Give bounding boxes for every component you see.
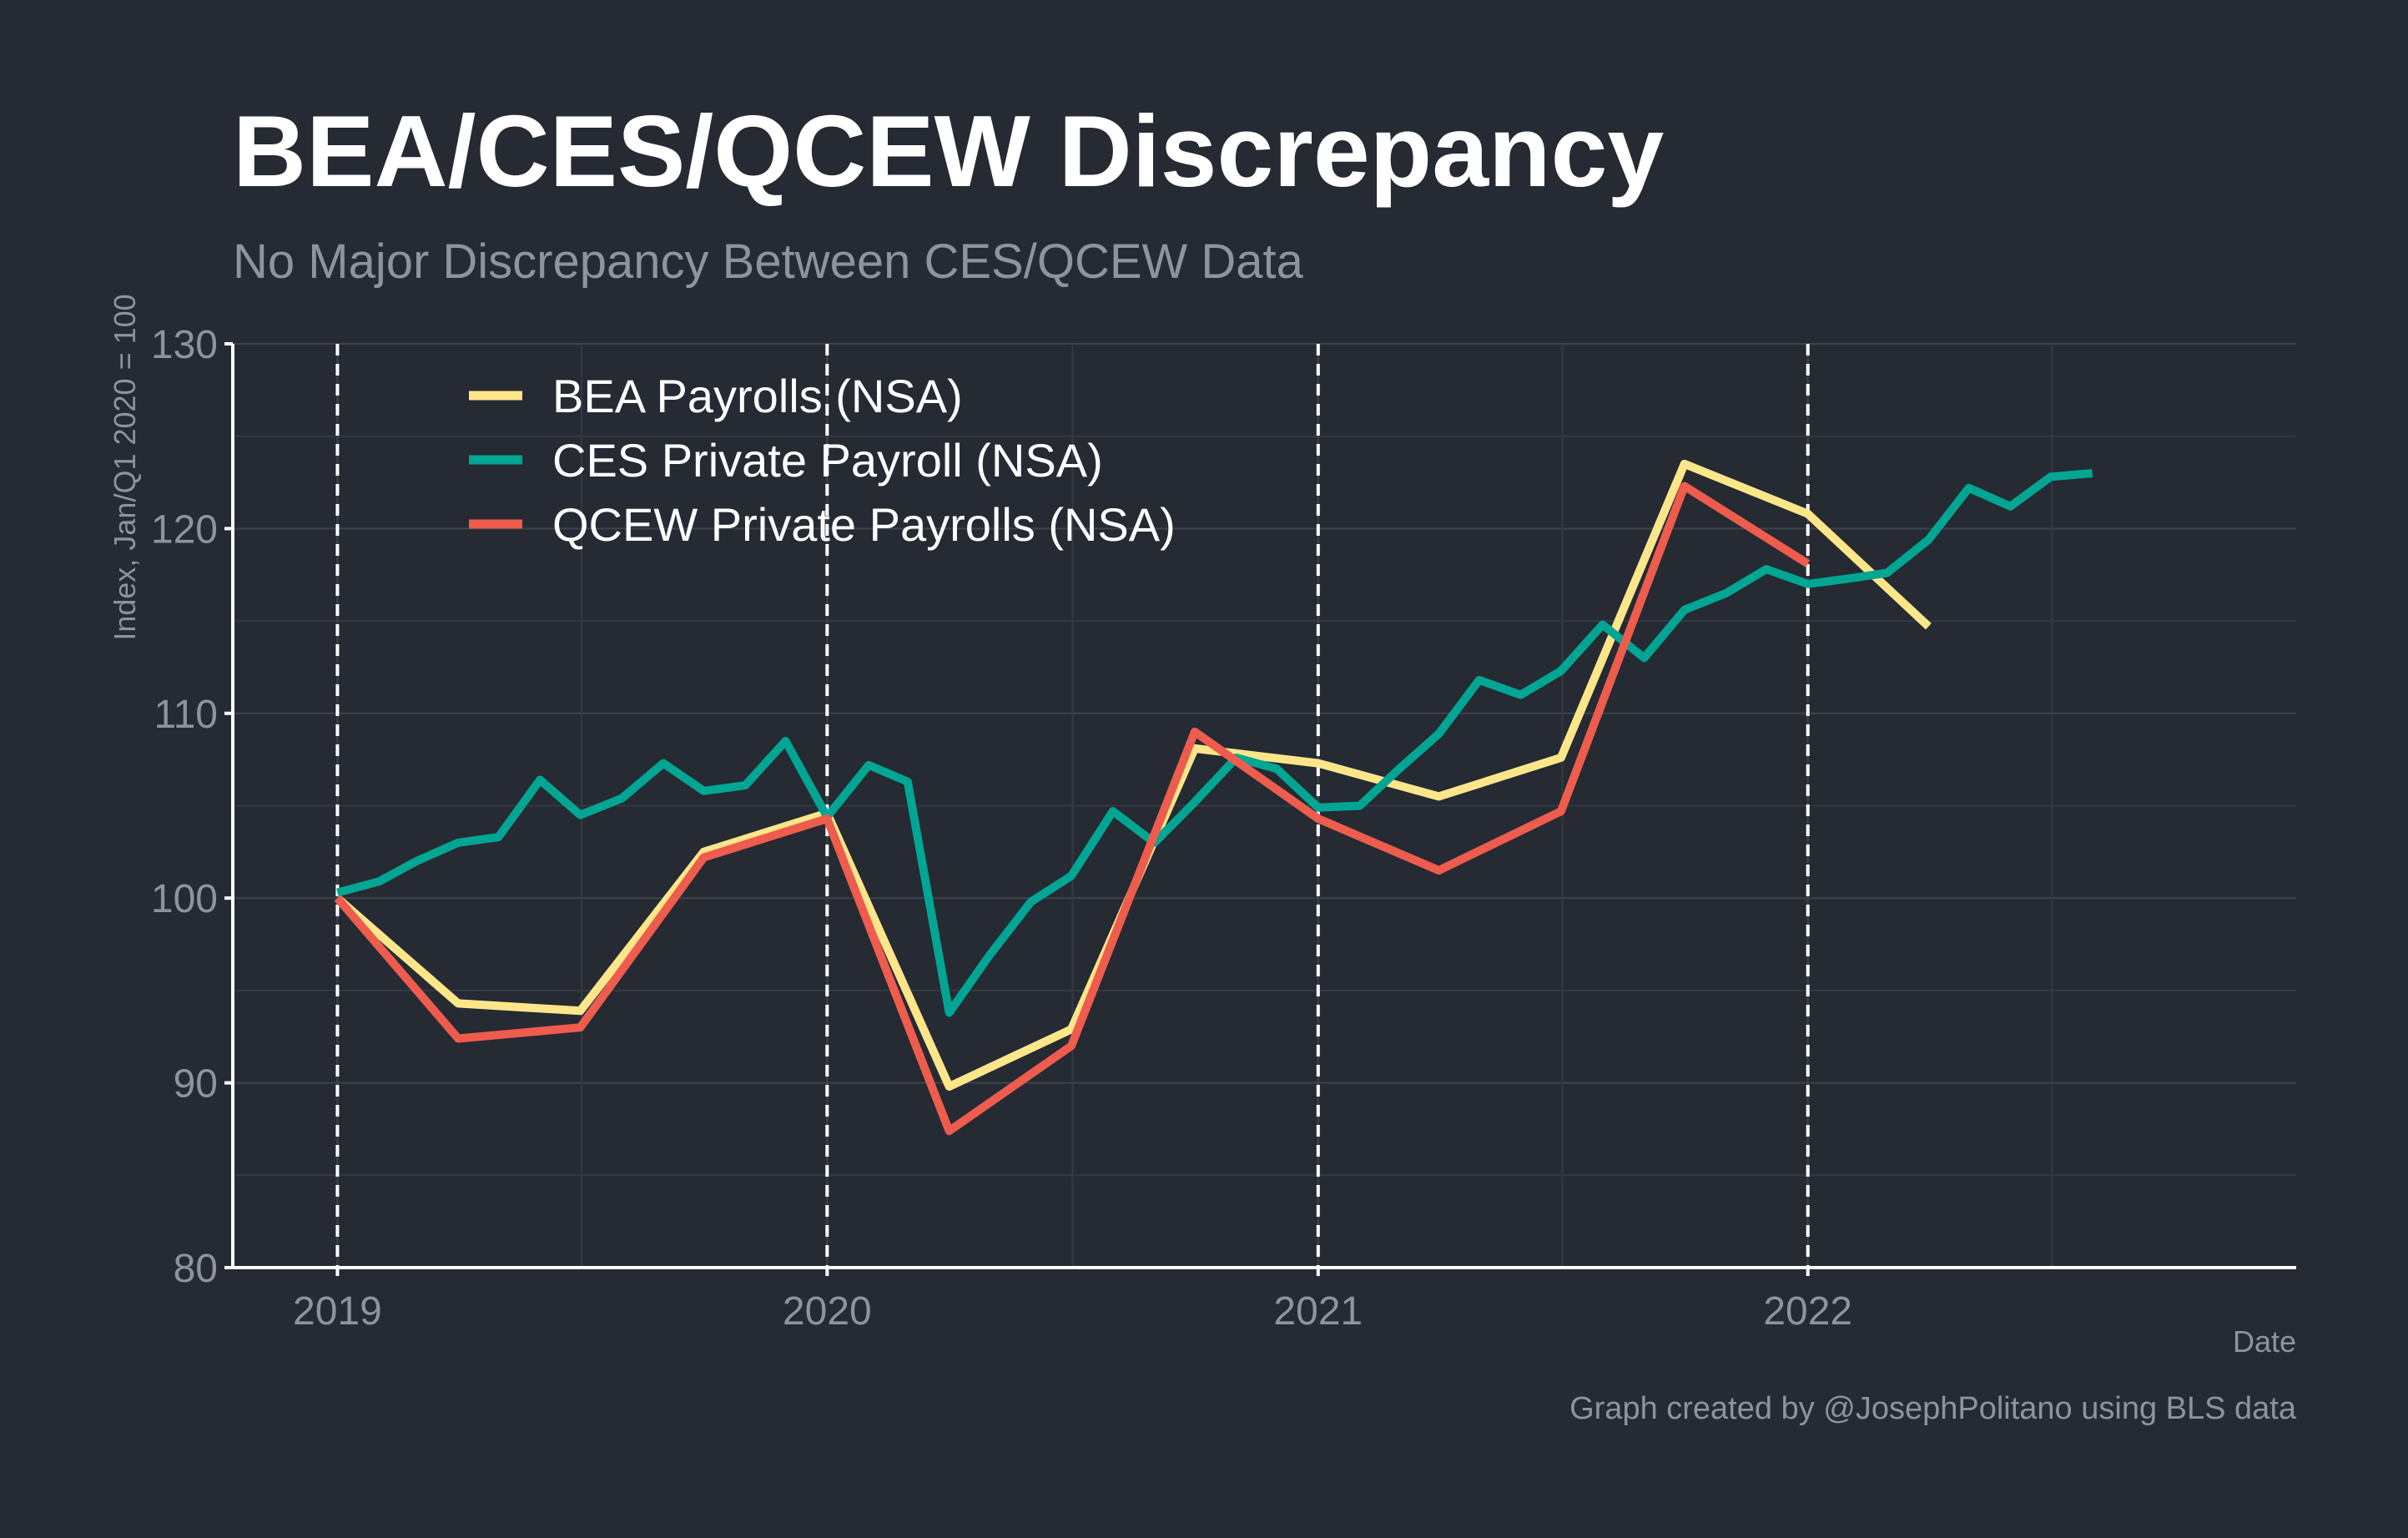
y-tick-label: 90 [174,1062,218,1107]
legend-label: QCEW Private Payrolls (NSA) [552,498,1176,551]
legend: BEA Payrolls (NSA) CES Private Payroll (N… [469,370,1176,551]
grid [233,343,2296,1268]
y-tick-label: 120 [151,507,218,552]
x-tick-label: 2020 [783,1289,872,1334]
y-tick-label: 100 [151,877,218,921]
y-tick-label: 110 [154,693,218,737]
y-tick-label: 130 [151,323,218,367]
y-tick-label: 80 [174,1247,218,1291]
series-lines [334,459,2093,1136]
caption: Graph created by @JosephPolitano using B… [1569,1391,2297,1426]
legend-label: CES Private Payroll (NSA) [552,434,1103,487]
series-line [336,469,2093,1017]
axes: 80 90 100 110 120 130 2019 2020 2021 2022 [151,323,2296,1334]
series-line [334,482,1811,1136]
chart-subtitle: No Major Discrepancy Between CES/QCEW Da… [233,234,1304,289]
x-tick-label: 2021 [1273,1289,1363,1334]
x-tick-label: 2022 [1763,1289,1852,1334]
legend-label: BEA Payrolls (NSA) [552,370,963,422]
chart-title: BEA/CES/QCEW Discrepancy [233,94,1664,208]
y-axis-title: Index, Jan/Q1 2020 = 100 [108,294,142,640]
x-tick-label: 2019 [293,1289,382,1334]
x-axis-title: Date [2233,1324,2296,1359]
